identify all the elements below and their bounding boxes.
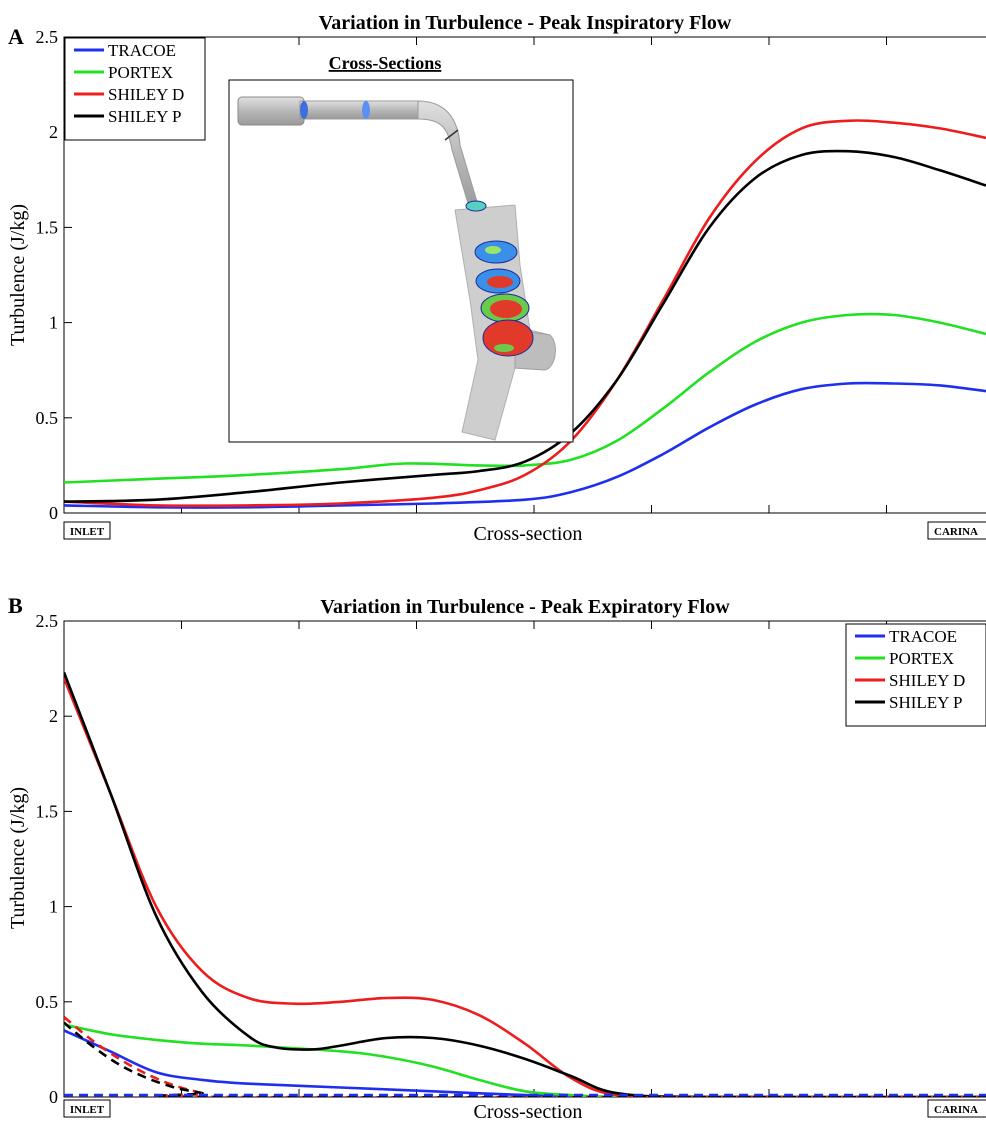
chart-title-a: Variation in Turbulence - Peak Inspirato… [319,12,732,34]
inlet-marker-a: INLET [63,521,111,540]
panel-letter-a: A [8,24,24,49]
y-tick-label: 2 [49,122,58,142]
legend-b: TRACOE PORTEX SHILEY D SHILEY P [845,623,986,727]
y-tick-label: 2.5 [36,611,59,631]
series-unnamed-dashed-line [64,1021,986,1097]
panel-letter-b: B [8,593,23,618]
y-tick-label: 1.5 [36,801,59,821]
panel-a: A Variation in Turbulence - Peak Inspira… [7,12,986,545]
series-shiley-p-line [64,671,986,1097]
legend-label: PORTEX [108,63,173,82]
legend-label: TRACOE [108,41,176,60]
legend-label: PORTEX [889,649,954,668]
y-tick-label: 1 [49,897,58,917]
series-lines-b [64,671,986,1097]
series-tracoe-line [64,381,986,509]
trachea-geometry-image [237,96,556,441]
y-tick-label: 0 [49,503,58,523]
series-unnamed-dashed-line [64,1015,986,1097]
y-axis-a: 0 0.5 1 1.5 2 2.5 [36,27,72,523]
series-portex-line [64,1023,986,1097]
carina-marker-b: CARINA [927,1099,986,1118]
legend-label: SHILEY P [108,107,182,126]
legend-a: TRACOE PORTEX SHILEY D SHILEY P [64,37,206,141]
legend-label: SHILEY D [108,85,184,104]
svg-text:INLET: INLET [70,1104,105,1116]
cross-section-inset: Cross-Sections [228,53,574,443]
y-axis-b: 0 0.5 1 1.5 2 2.5 [36,611,72,1107]
series-shiley-d-line [64,677,986,1097]
series-shiley-p-line [64,149,986,503]
y-axis-label-b: Turbulence (J/kg) [7,787,29,929]
y-tick-label: 1 [49,313,58,333]
y-tick-label: 2.5 [36,27,59,47]
series-tracoe-line [64,1029,986,1097]
y-tick-label: 2 [49,706,58,726]
y-axis-label-a: Turbulence (J/kg) [7,204,29,346]
series-lines-a [64,119,986,509]
inset-title: Cross-Sections [329,53,442,73]
y-tick-label: 0 [49,1087,58,1107]
legend-label: SHILEY D [889,671,965,690]
svg-text:INLET: INLET [70,526,105,538]
inlet-marker-b: INLET [63,1099,111,1118]
y-tick-label: 0.5 [36,992,59,1012]
legend-label: TRACOE [889,627,957,646]
series-portex-line [64,312,986,484]
carina-marker-a: CARINA [927,521,986,540]
chart-title-b: Variation in Turbulence - Peak Expirator… [320,596,730,618]
x-axis-label-a: Cross-section [474,523,583,545]
y-tick-label: 0.5 [36,408,59,428]
svg-text:CARINA: CARINA [934,526,978,538]
svg-text:CARINA: CARINA [934,1104,978,1116]
x-axis-label-b: Cross-section [474,1101,583,1123]
panel-b: B Variation in Turbulence - Peak Expirat… [7,593,986,1123]
legend-label: SHILEY P [889,693,963,712]
y-tick-label: 1.5 [36,217,59,237]
